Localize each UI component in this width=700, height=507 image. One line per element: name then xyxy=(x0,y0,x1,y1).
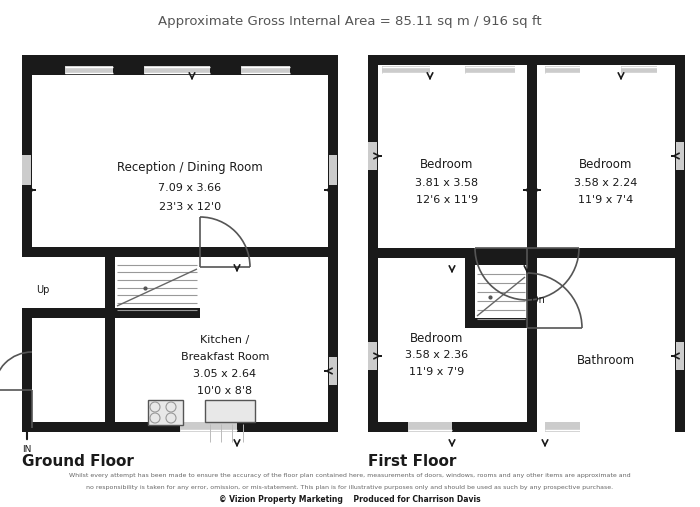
Bar xyxy=(22,247,338,257)
Bar xyxy=(676,342,684,370)
Bar xyxy=(205,400,255,422)
Bar xyxy=(545,422,580,432)
Bar xyxy=(675,65,685,432)
Bar xyxy=(368,248,685,258)
Text: © Vizion Property Marketing    Produced for Charrison Davis: © Vizion Property Marketing Produced for… xyxy=(219,494,481,503)
Bar xyxy=(537,75,675,248)
Bar xyxy=(329,357,337,385)
Bar xyxy=(180,422,237,432)
Bar xyxy=(22,308,105,318)
Bar xyxy=(465,265,527,328)
Bar xyxy=(621,66,657,74)
Bar xyxy=(378,268,527,422)
Bar xyxy=(148,400,183,425)
Text: no responsibility is taken for any error, omission, or mis-statement. This plan : no responsibility is taken for any error… xyxy=(86,485,614,489)
Bar xyxy=(465,66,515,74)
Bar xyxy=(408,422,452,432)
Text: 11'9 x 7'9: 11'9 x 7'9 xyxy=(410,367,465,377)
Bar xyxy=(32,75,328,247)
Text: 3.81 x 3.58: 3.81 x 3.58 xyxy=(415,178,479,188)
Bar xyxy=(22,65,338,75)
Bar xyxy=(328,257,338,432)
Bar xyxy=(105,308,200,318)
Bar xyxy=(527,55,537,248)
Bar xyxy=(527,258,537,432)
Bar xyxy=(368,65,378,432)
Bar xyxy=(368,342,377,370)
Text: 7.09 x 3.66: 7.09 x 3.66 xyxy=(158,183,222,193)
Bar xyxy=(22,55,338,65)
Text: Breakfast Room: Breakfast Room xyxy=(181,352,270,362)
Bar xyxy=(22,55,338,65)
Bar xyxy=(676,142,684,170)
Text: Whilst every attempt has been made to ensure the accuracy of the floor plan cont: Whilst every attempt has been made to en… xyxy=(69,473,631,478)
Text: 3.58 x 2.36: 3.58 x 2.36 xyxy=(405,350,468,360)
Text: Up: Up xyxy=(36,285,50,295)
Bar xyxy=(22,350,32,360)
Bar xyxy=(105,247,200,257)
Text: Kitchen /: Kitchen / xyxy=(200,335,250,345)
Text: First Floor: First Floor xyxy=(368,453,456,468)
Bar xyxy=(329,155,337,185)
Text: 12'6 x 11'9: 12'6 x 11'9 xyxy=(416,195,478,205)
Bar xyxy=(22,247,338,257)
Text: 10'0 x 8'8: 10'0 x 8'8 xyxy=(197,386,253,396)
Bar xyxy=(537,268,675,422)
Bar xyxy=(378,75,527,248)
Bar xyxy=(22,65,32,257)
Bar xyxy=(65,66,113,74)
Text: Ground Floor: Ground Floor xyxy=(22,453,134,468)
Text: 3.05 x 2.64: 3.05 x 2.64 xyxy=(193,369,257,379)
Bar xyxy=(105,257,200,318)
Text: Dn: Dn xyxy=(531,295,545,305)
Text: Bedroom: Bedroom xyxy=(420,159,474,171)
Bar xyxy=(105,422,338,432)
Text: Bedroom: Bedroom xyxy=(410,332,463,344)
Bar xyxy=(22,422,105,432)
Text: 3.58 x 2.24: 3.58 x 2.24 xyxy=(574,178,638,188)
Bar xyxy=(382,66,430,74)
Bar xyxy=(328,65,338,257)
Bar xyxy=(115,267,328,422)
Bar xyxy=(465,318,527,328)
Text: Bedroom: Bedroom xyxy=(580,159,633,171)
Bar xyxy=(368,142,377,170)
Bar xyxy=(465,255,527,265)
Bar xyxy=(368,55,685,65)
Bar xyxy=(241,66,290,74)
Bar xyxy=(545,66,580,74)
Bar xyxy=(22,318,32,432)
Bar xyxy=(22,155,31,185)
Bar xyxy=(368,422,537,432)
Text: 23'3 x 12'0: 23'3 x 12'0 xyxy=(159,202,221,212)
Text: IN: IN xyxy=(22,446,32,454)
Bar xyxy=(144,66,210,74)
Bar xyxy=(465,265,475,328)
Bar xyxy=(105,257,115,318)
Bar xyxy=(105,257,115,432)
Bar xyxy=(22,55,338,65)
Text: 11'9 x 7'4: 11'9 x 7'4 xyxy=(578,195,634,205)
Bar xyxy=(22,418,32,428)
Text: Bathroom: Bathroom xyxy=(577,353,635,367)
Text: Approximate Gross Internal Area = 85.11 sq m / 916 sq ft: Approximate Gross Internal Area = 85.11 … xyxy=(158,16,542,28)
Text: Reception / Dining Room: Reception / Dining Room xyxy=(117,162,263,174)
